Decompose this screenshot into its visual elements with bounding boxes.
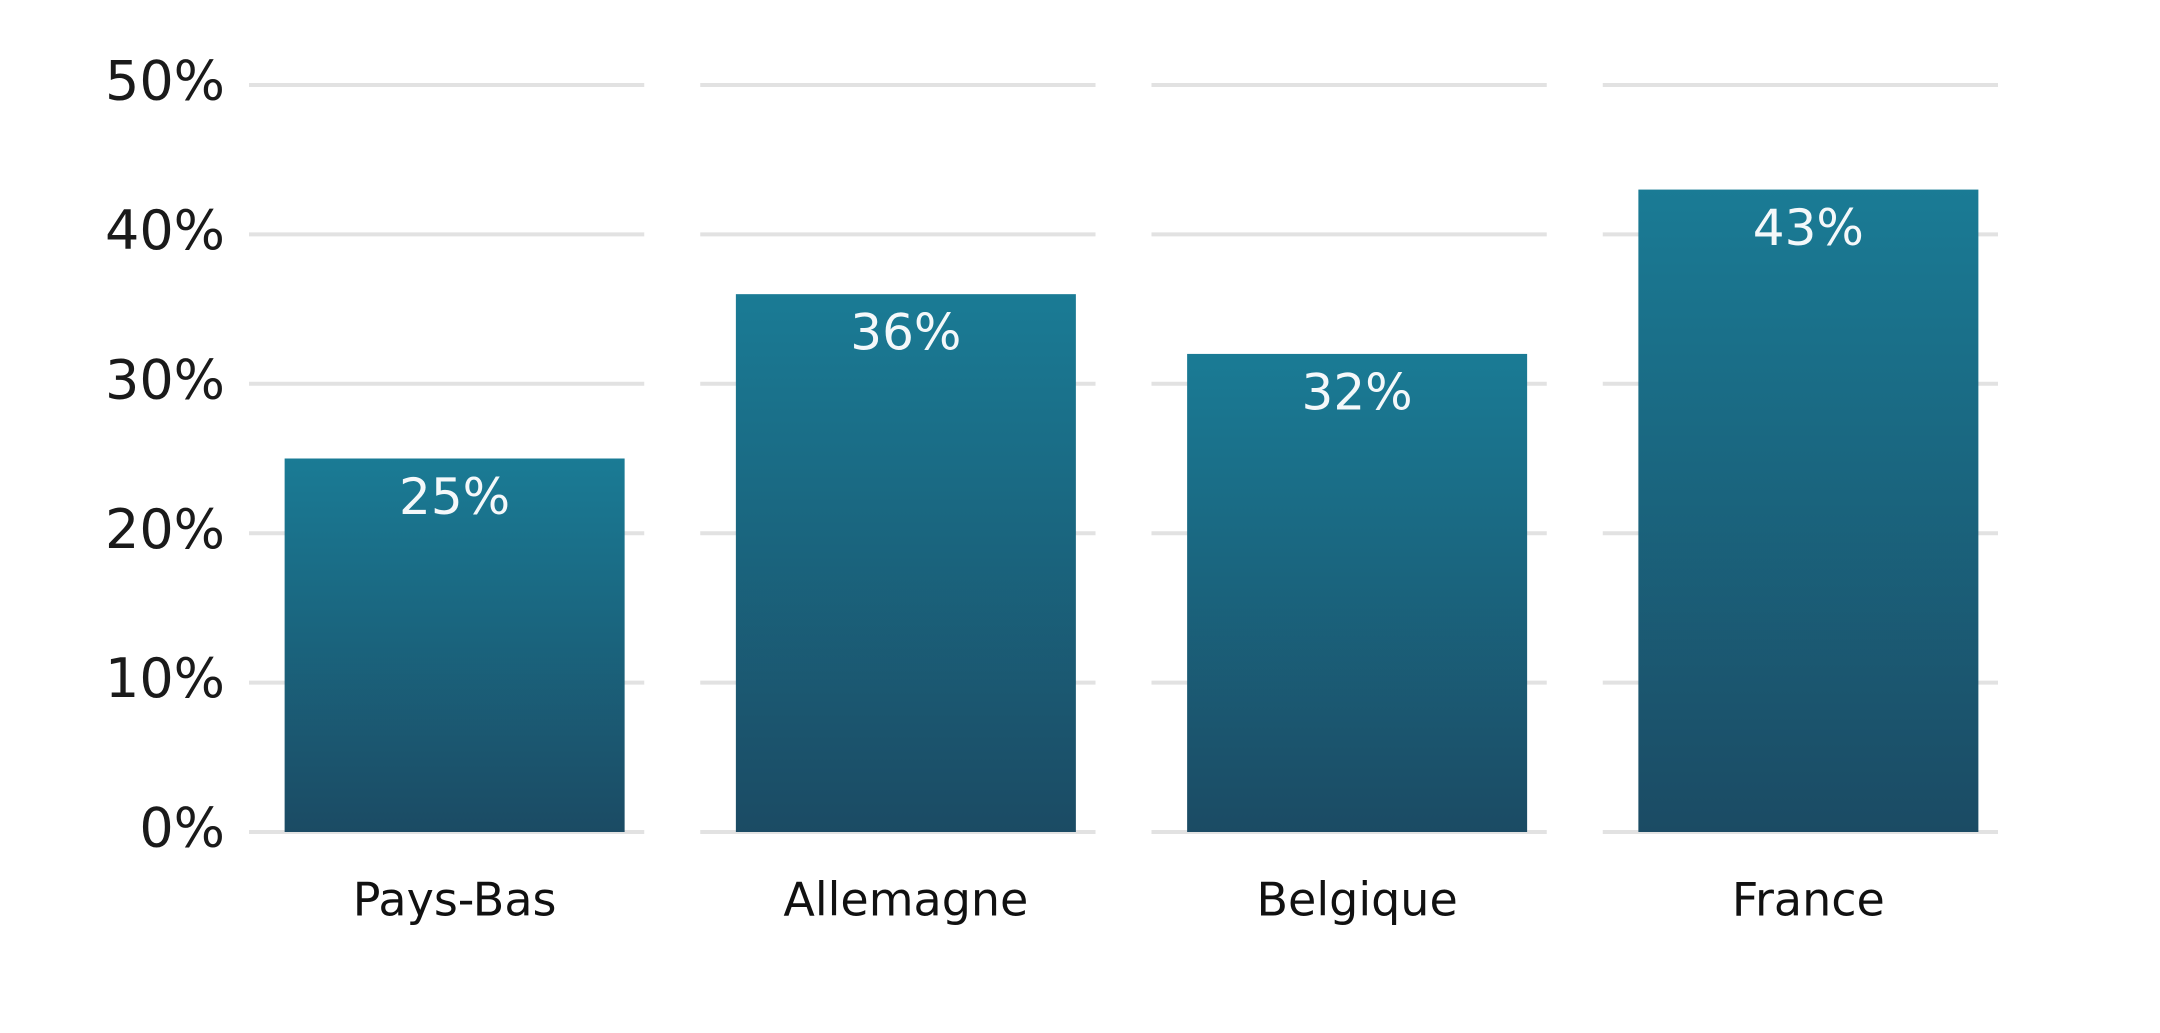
bar bbox=[284, 458, 625, 832]
value-label: 25% bbox=[399, 468, 510, 526]
value-label: 36% bbox=[850, 304, 961, 362]
y-tick-label: 50% bbox=[105, 50, 225, 113]
y-tick-label: 10% bbox=[105, 647, 225, 710]
y-tick-label: 20% bbox=[105, 498, 225, 561]
bar bbox=[1187, 353, 1528, 832]
bar bbox=[735, 294, 1076, 832]
x-tick-label: France bbox=[1732, 873, 1885, 927]
x-tick-label: Pays-Bas bbox=[353, 873, 557, 927]
bar bbox=[1638, 189, 1979, 832]
value-label: 32% bbox=[1302, 363, 1413, 421]
value-label: 43% bbox=[1753, 199, 1864, 257]
y-tick-label: 0% bbox=[139, 797, 225, 860]
x-tick-label: Belgique bbox=[1256, 873, 1457, 927]
y-tick-label: 40% bbox=[105, 199, 225, 262]
x-tick-label: Allemagne bbox=[783, 873, 1028, 927]
y-tick-label: 30% bbox=[105, 348, 225, 411]
